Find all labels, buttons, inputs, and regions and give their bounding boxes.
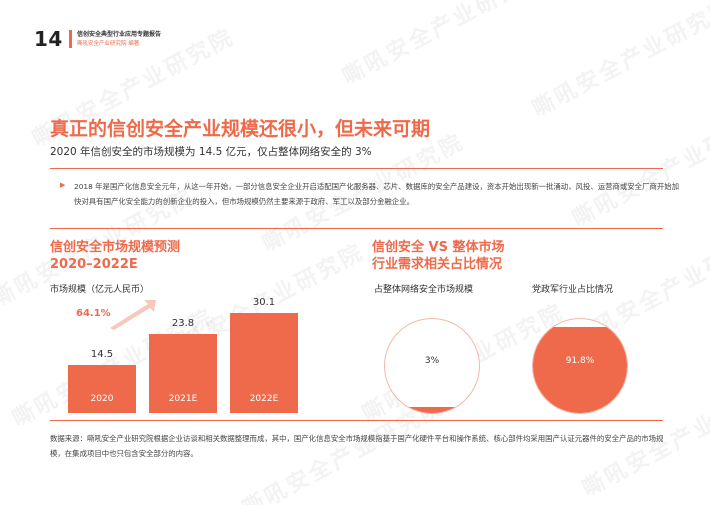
gauge-fill xyxy=(385,407,479,413)
gauge-fill xyxy=(533,326,627,413)
footer-divider xyxy=(50,420,663,421)
overall-share-gauge: 3% xyxy=(384,318,480,414)
report-title: 信创安全典型行业应用专题报告 xyxy=(77,31,162,38)
title-divider xyxy=(50,168,663,169)
bar-2021e xyxy=(149,333,217,413)
ratio-section-title-line1: 信创安全 VS 整体市场 xyxy=(372,240,505,255)
bar-value-label: 23.8 xyxy=(171,317,195,329)
circle-label-government-share: 党政军行业占比情况 xyxy=(532,285,614,295)
header-accent-bar xyxy=(69,30,72,48)
bar-2020 xyxy=(68,364,136,413)
page-title: 真正的信创安全产业规模还很小，但未来可期 xyxy=(50,118,431,140)
growth-arrow-icon xyxy=(110,300,156,330)
gauge-value: 3% xyxy=(424,356,440,366)
chart-section-title: 信创安全市场规模预测 2020–2022E xyxy=(50,239,180,273)
page-number: 14 xyxy=(34,27,63,51)
gauge-value: 91.8% xyxy=(565,356,595,366)
bar-category-label: 2021E xyxy=(168,394,198,404)
bar-category-label: 2020 xyxy=(90,394,114,404)
data-source-note: 数据来源：嘶吼安全产业研究院根据企业访谈和相关数据整理而成，其中，国产化信息安全… xyxy=(50,434,664,458)
page-subtitle: 2020 年信创安全的市场规模为 14.5 亿元，仅占整体网络安全的 3% xyxy=(50,146,372,158)
chart-section-title-line1: 信创安全市场规模预测 xyxy=(50,240,181,255)
chart-axis-label: 市场规模（亿元人民币） xyxy=(50,285,150,295)
bar-2022e xyxy=(230,313,298,413)
watermark: 嘶吼安全产业研究院 xyxy=(528,0,710,123)
bar-value-label: 30.1 xyxy=(252,297,276,308)
ratio-section-title: 信创安全 VS 整体市场 行业需求相关占比情况 xyxy=(372,239,504,273)
circle-label-overall-share: 占整体网络安全市场规模 xyxy=(374,285,474,295)
watermark: 嘶吼安全产业研究院 xyxy=(338,0,549,91)
publisher-name: 嘶吼安全产业研究院 编著 xyxy=(77,41,140,47)
government-share-gauge: 91.8% xyxy=(532,318,628,414)
watermark: 嘶吼安全产业研究院 xyxy=(568,104,710,233)
bar-category-label: 2022E xyxy=(249,394,279,404)
section-divider xyxy=(50,228,663,229)
growth-rate-label: 64.1% xyxy=(76,308,111,319)
chart-section-title-line2: 2020–2022E xyxy=(50,257,138,272)
bullet-arrow-icon: ▶ xyxy=(60,181,66,189)
bar-value-label: 14.5 xyxy=(90,348,114,360)
intro-paragraph: 2018 年是国产化信息安全元年，从这一年开始，一部分信息安全企业开启适配国产化… xyxy=(74,182,680,206)
ratio-section-title-line2: 行业需求相关占比情况 xyxy=(372,257,503,272)
